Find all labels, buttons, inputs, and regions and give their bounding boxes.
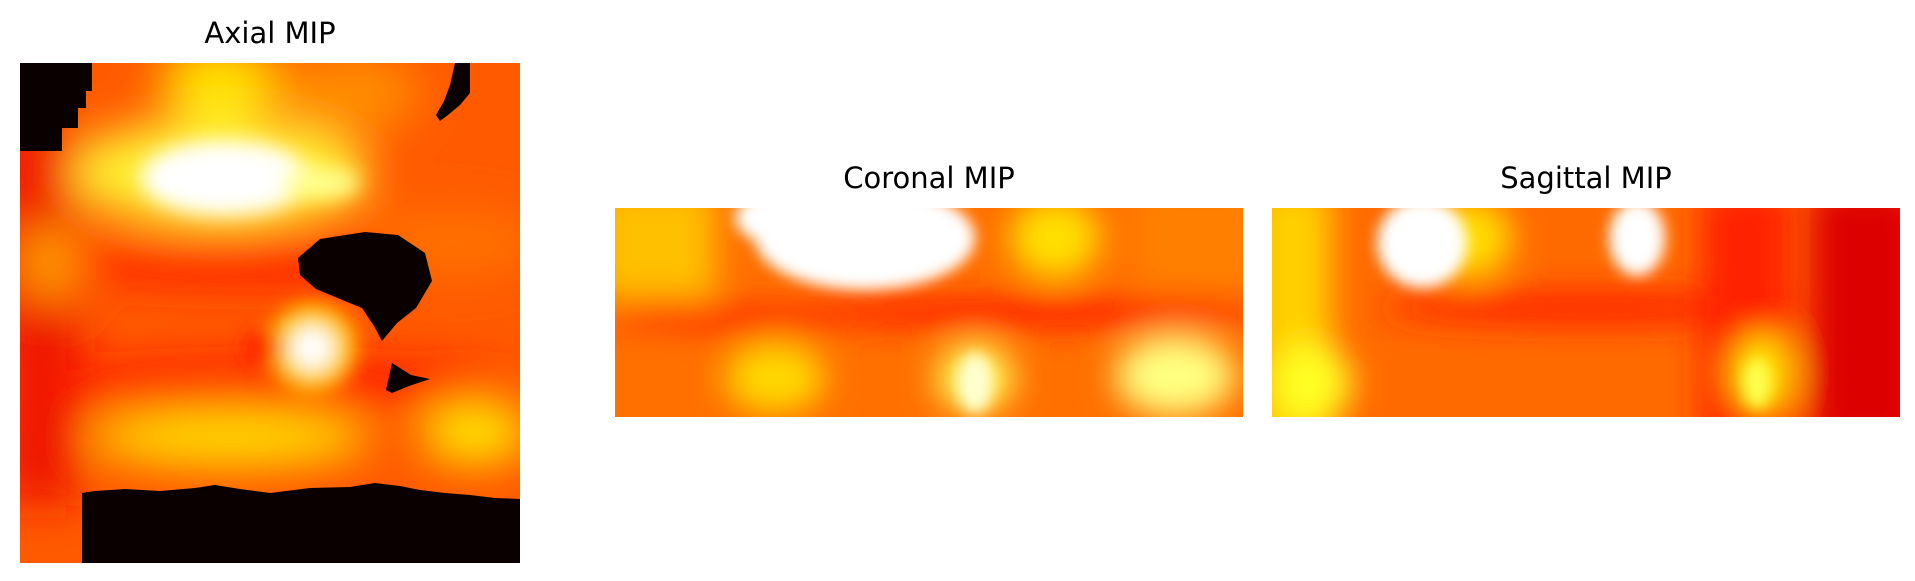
sagittal-mip-image [1272, 208, 1900, 417]
coronal-mip-image [615, 208, 1243, 417]
sagittal-mip-title: Sagittal MIP [1500, 161, 1672, 195]
coronal-mip-title: Coronal MIP [843, 161, 1015, 195]
axial-mip-title: Axial MIP [204, 16, 336, 50]
axial-mip-image [20, 63, 520, 563]
